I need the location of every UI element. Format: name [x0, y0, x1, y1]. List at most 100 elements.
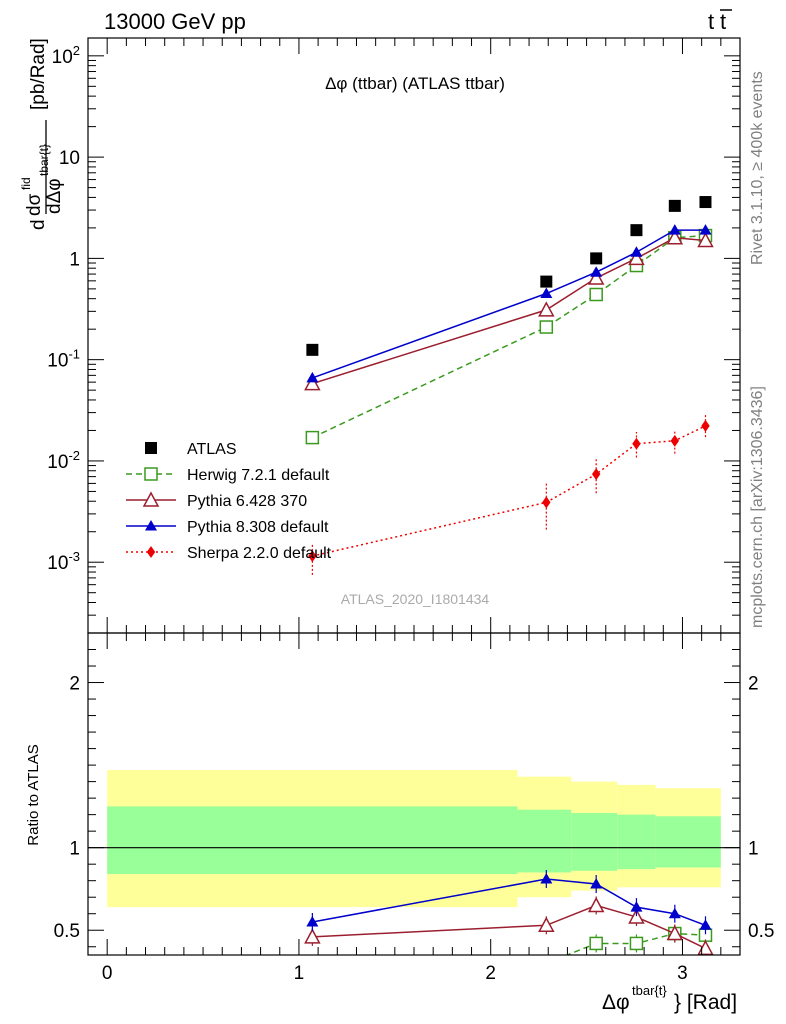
- pythia-6-428-370-point: [538, 301, 555, 317]
- atlas-point: [306, 343, 319, 356]
- main-series-layer: [304, 196, 714, 575]
- ratio-band-inner: [617, 814, 656, 870]
- y-tick-label: 1: [69, 249, 80, 270]
- pythia-8-308-default-point: [306, 371, 319, 383]
- ratio-pythia-6-428-370-point: [666, 924, 684, 941]
- x-tick-label: 0: [102, 963, 113, 984]
- process-label-base: t: [708, 9, 714, 34]
- ratio-y-tick-label-left: 2: [69, 674, 80, 695]
- main-y-axis-label: d dσ fid dΔφ tbar{t} [pb/Rad]: [19, 38, 65, 230]
- legend-sherpa-2-2-0-default-label: Sherpa 2.2.0 default: [187, 545, 332, 562]
- main-frame: [87, 37, 741, 634]
- ratio-pythia-8-308-default-point: [306, 915, 319, 927]
- ratio-band-inner: [571, 812, 618, 871]
- y-tick-label: 102: [52, 43, 80, 68]
- ratio-band-inner: [693, 816, 721, 868]
- sherpa-2-2-0-default-point: [701, 419, 710, 432]
- legend: ATLAS Herwig 7.2.1 default Pythia 6.428 37…: [126, 441, 332, 562]
- sherpa-2-2-0-default-point: [542, 496, 551, 509]
- mcplots-label: mcplots.cern.ch [arXiv:1306.3436]: [749, 386, 766, 628]
- legend-herwig-7-2-1-default-label: Herwig 7.2.1 default: [187, 467, 330, 484]
- beam-label: 13000 GeV pp: [104, 9, 246, 34]
- pythia-8-308-default-point: [630, 246, 643, 257]
- sherpa-2-2-0-default-point: [632, 437, 641, 450]
- ratio-pythia-8-308-default-point: [699, 919, 712, 930]
- ratio-pythia-6-428-370-point: [628, 908, 645, 924]
- legend-pythia-8-308-default-marker: [145, 520, 157, 531]
- ratio-series-layer: [304, 870, 714, 955]
- ratio-band-inner: [107, 806, 518, 875]
- ratio-axis-ticks: 0 1 2 3 0.5 0.5 1 1 2 2: [54, 633, 774, 984]
- herwig-7-2-1-default-point: [539, 320, 554, 334]
- y-label-dsigma: dσ: [24, 193, 45, 216]
- rivet-label: Rivet 3.1.10, ≥ 400k events: [749, 71, 766, 265]
- x-axis-label: Δφ tbar{t} } [Rad]: [602, 983, 737, 1014]
- y-tick-label: 10: [59, 148, 80, 169]
- main-axis-ticks: 10-3 10-2 10-1 1 10 102: [47, 38, 740, 634]
- ratio-y-label: Ratio to ATLAS: [25, 744, 42, 845]
- pythia-8-308-default-point: [540, 287, 553, 299]
- legend-pythia-8-308-default-label: Pythia 8.308 default: [187, 519, 329, 536]
- ratio-pythia-6-428-370-point: [587, 896, 605, 913]
- process-label: t t: [708, 9, 732, 34]
- atlas-point: [668, 199, 681, 212]
- pythia-6-428-370-point: [697, 231, 714, 248]
- pythia-8-308-default-point: [590, 266, 603, 277]
- sherpa-2-2-0-default-point: [670, 434, 679, 447]
- ratio-pythia-8-308-default-point: [668, 907, 681, 919]
- x-tick-label: 1: [294, 963, 305, 984]
- sherpa-2-2-0-default-point: [308, 550, 317, 563]
- ratio-pythia-6-428-370-point: [697, 939, 714, 955]
- ratio-uncertainty-bands: [107, 770, 721, 908]
- x-tick-label: 2: [485, 963, 496, 984]
- ratio-y-tick-label-right: 1: [748, 839, 759, 860]
- y-label-dphi: dΔφ: [44, 178, 65, 214]
- main-panel: 10-3 10-2 10-1 1 10 102 Δφ (ttbar) (ATLAS ttb…: [19, 37, 741, 634]
- ratio-herwig-7-2-1-default-point: [589, 936, 603, 951]
- process-label-bar: t: [720, 9, 726, 34]
- ratio-y-tick-label-right: 2: [748, 674, 759, 695]
- ratio-band-inner: [655, 816, 694, 868]
- pythia-8-308-default-point: [699, 224, 712, 235]
- ratio-y-tick-label-right: 0.5: [748, 921, 774, 942]
- y-label-d: d: [28, 219, 49, 230]
- pythia-6-428-370-point: [304, 375, 321, 391]
- ratio-band-inner: [517, 809, 572, 873]
- legend-pythia-6-428-370-label: Pythia 6.428 370: [187, 493, 307, 510]
- pythia-6-428-370-point: [666, 229, 684, 245]
- x-label-unit: } [Rad]: [674, 991, 737, 1014]
- x-tick-label: 3: [677, 963, 688, 984]
- analysis-id-label: ATLAS_2020_I1801434: [341, 591, 490, 607]
- y-label-sub: tbar{t}: [37, 144, 51, 176]
- legend-pythia-6-428-370-marker: [142, 491, 160, 507]
- ratio-pythia-6-428-370-point: [304, 928, 321, 944]
- y-tick-label: 10-3: [47, 549, 80, 574]
- atlas-point: [540, 275, 553, 288]
- herwig-7-2-1-default-point: [589, 287, 603, 302]
- herwig-7-2-1-default-line: [312, 234, 706, 439]
- legend-herwig-7-2-1-default-marker: [144, 467, 158, 481]
- pythia-6-428-370-point: [587, 269, 605, 285]
- legend-atlas-marker: [145, 442, 157, 454]
- sherpa-2-2-0-default-point: [591, 468, 601, 481]
- y-tick-label: 10-1: [47, 347, 80, 372]
- atlas-point: [630, 224, 643, 237]
- ratio-y-tick-label-left: 0.5: [54, 921, 80, 942]
- y-label-sup: fid: [19, 177, 33, 190]
- herwig-7-2-1-default-point: [305, 430, 320, 445]
- atlas-point: [699, 196, 712, 209]
- legend-sherpa-2-2-0-default-marker: [146, 546, 156, 558]
- ratio-pythia-8-308-default-point: [540, 873, 553, 884]
- ratio-series-clipped: [304, 870, 714, 955]
- pythia-8-308-default-point: [668, 224, 681, 235]
- pythia-6-428-370-line: [312, 236, 706, 385]
- plot-title: Δφ (ttbar) (ATLAS ttbar): [325, 74, 505, 93]
- atlas-point: [590, 252, 603, 265]
- pythia-8-308-default-line: [312, 229, 706, 379]
- ratio-pythia-6-428-370-point: [538, 916, 555, 933]
- ratio-y-tick-label-left: 1: [69, 839, 80, 860]
- ratio-pythia-8-308-default-point: [590, 877, 603, 889]
- x-label-sup: tbar{t}: [632, 983, 667, 998]
- x-label-dphi: Δφ: [602, 991, 630, 1014]
